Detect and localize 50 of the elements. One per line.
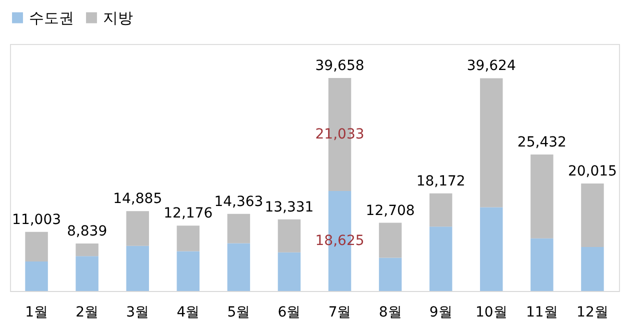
legend-label: 지방	[103, 8, 133, 27]
x-tick-label: 9월	[429, 304, 452, 320]
total-label: 25,432	[517, 134, 566, 150]
bar	[429, 226, 452, 291]
total-label: 14,363	[214, 194, 264, 210]
x-tick-label: 7월	[328, 304, 352, 320]
bar	[581, 184, 604, 247]
bar	[480, 78, 503, 208]
x-tick-label: 10월	[475, 304, 508, 320]
x-tick-label: 12월	[576, 304, 608, 320]
bar	[530, 154, 554, 238]
total-label: 11,003	[12, 212, 62, 228]
total-label: 12,176	[164, 206, 213, 222]
bar	[530, 238, 554, 291]
total-label: 39,624	[466, 58, 516, 74]
bar	[76, 244, 98, 256]
x-tick-label: 1월	[25, 304, 48, 320]
x-tick-label: 3월	[126, 304, 150, 320]
x-tick-label: 4월	[176, 304, 200, 320]
bar	[378, 258, 402, 291]
bar	[278, 252, 301, 291]
total-label: 12,708	[366, 202, 415, 219]
bar	[176, 251, 200, 291]
bar	[25, 232, 48, 262]
bar	[227, 243, 250, 291]
bar	[581, 246, 604, 291]
data-label: 18,625	[315, 232, 364, 249]
bar	[278, 219, 301, 252]
total-label: 39,658	[315, 58, 364, 74]
total-label: 18,172	[416, 173, 466, 190]
bar	[429, 193, 452, 227]
total-label: 20,015	[568, 164, 617, 180]
bar	[378, 222, 402, 258]
x-tick-label: 11월	[526, 304, 558, 320]
x-tick-label: 6월	[278, 304, 301, 320]
total-label: 8,839	[67, 224, 108, 240]
bar	[480, 207, 503, 291]
x-tick-label: 5월	[227, 304, 250, 320]
data-label: 21,033	[315, 126, 364, 143]
bar	[126, 211, 149, 246]
bar	[76, 256, 98, 291]
bar	[126, 246, 149, 291]
legend-label: 수도권	[29, 8, 74, 27]
bar	[25, 261, 48, 291]
bar	[176, 226, 200, 252]
total-label: 14,885	[113, 191, 162, 208]
x-tick-label: 2월	[76, 304, 99, 320]
bar	[227, 214, 250, 244]
total-label: 13,331	[264, 199, 314, 216]
x-tick-label: 8월	[378, 304, 402, 320]
